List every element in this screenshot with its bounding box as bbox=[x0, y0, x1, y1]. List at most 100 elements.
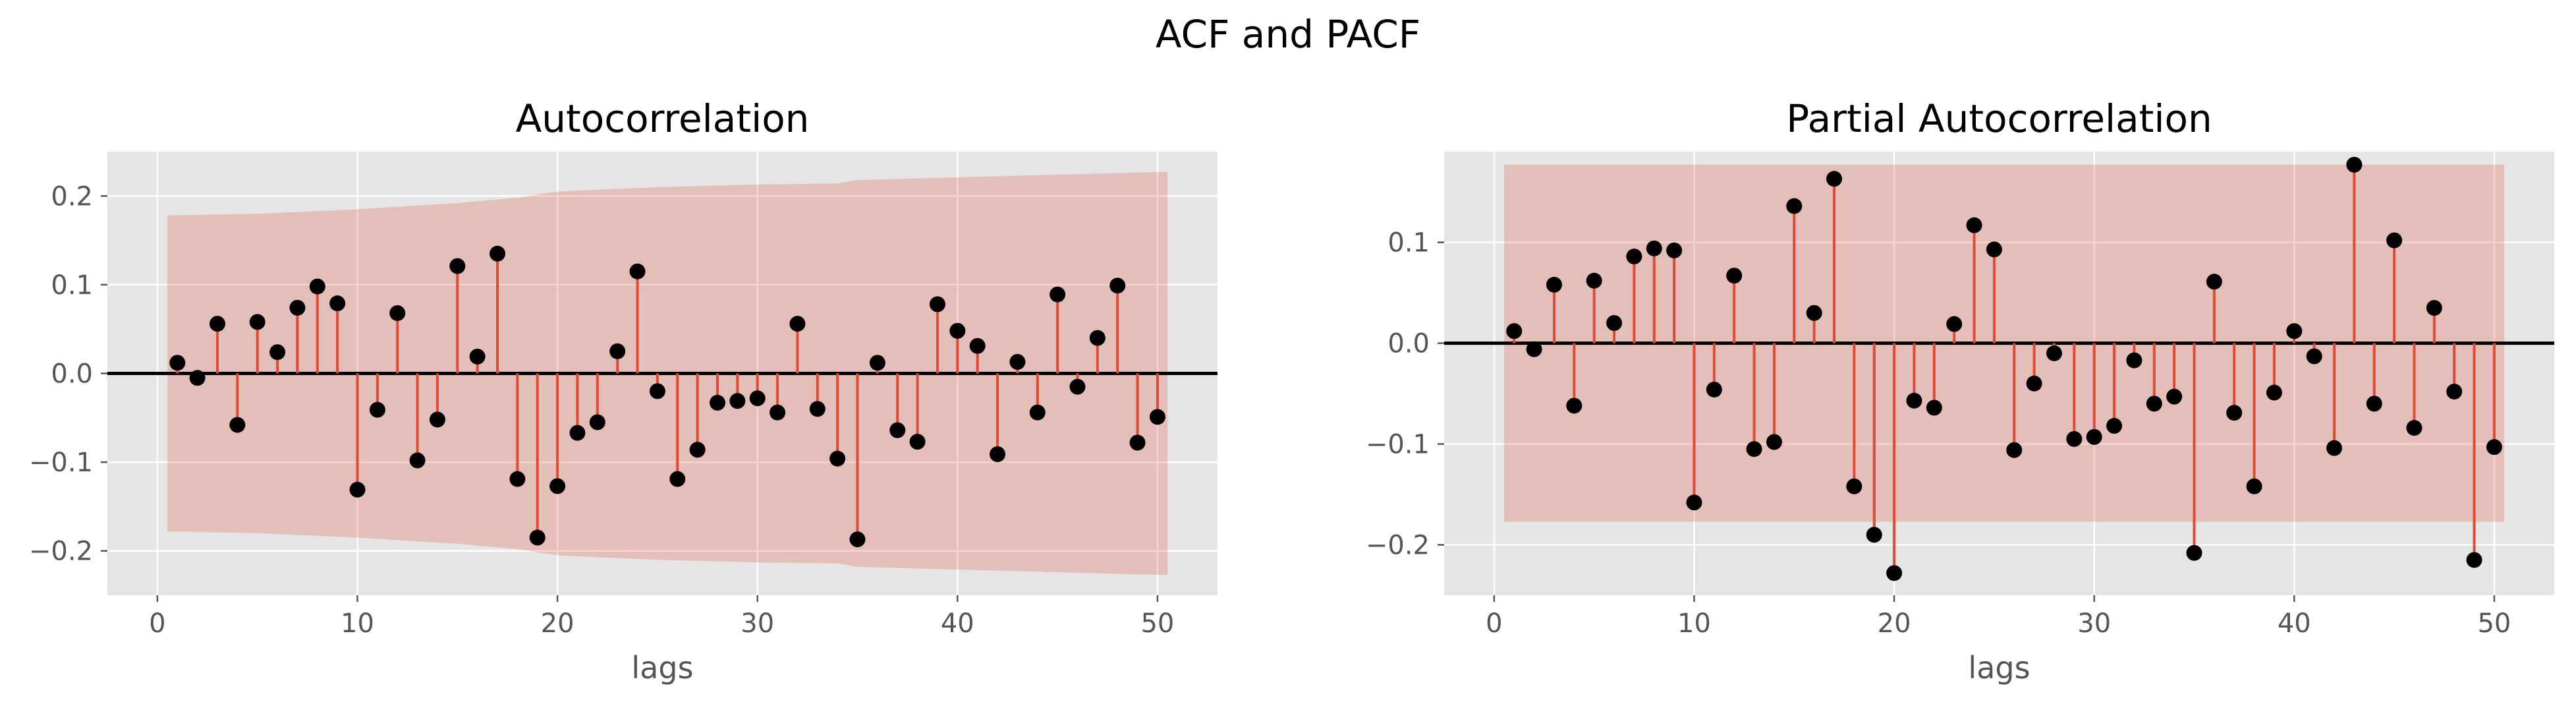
point-lag-34 bbox=[2166, 388, 2183, 405]
point-lag-48 bbox=[1109, 278, 1126, 294]
point-lag-33 bbox=[2146, 396, 2162, 412]
point-lag-35 bbox=[2186, 544, 2202, 561]
point-lag-7 bbox=[289, 299, 306, 316]
point-lag-40 bbox=[949, 322, 966, 339]
point-lag-49 bbox=[1129, 434, 1146, 451]
point-lag-2 bbox=[189, 370, 206, 386]
point-lag-32 bbox=[789, 316, 806, 332]
point-lag-37 bbox=[2226, 405, 2243, 421]
x-tick-label: 30 bbox=[741, 608, 774, 639]
point-lag-29 bbox=[2066, 430, 2083, 447]
x-axis-label: lags bbox=[631, 650, 693, 686]
point-lag-33 bbox=[809, 401, 826, 417]
point-lag-34 bbox=[829, 450, 846, 467]
point-lag-17 bbox=[490, 245, 506, 262]
y-tick-label: 0.1 bbox=[1387, 228, 1430, 258]
point-lag-4 bbox=[229, 417, 246, 433]
y-tick-label: 0.0 bbox=[1387, 329, 1430, 359]
point-lag-9 bbox=[329, 295, 346, 312]
point-lag-43 bbox=[1009, 354, 1026, 370]
x-tick-label: 40 bbox=[941, 608, 974, 639]
point-lag-13 bbox=[1746, 441, 1762, 457]
point-lag-47 bbox=[1089, 330, 1106, 346]
panel-acf: 0 10 20 30 40 50 −0.2 −0.1 0.0 0.1 0.2 Autocorrelat… bbox=[29, 96, 1218, 686]
y-tick-label: 0.0 bbox=[51, 359, 93, 390]
point-lag-25 bbox=[649, 383, 665, 399]
x-tick-label: 10 bbox=[341, 608, 374, 639]
point-lag-7 bbox=[1626, 249, 1642, 265]
point-lag-16 bbox=[1806, 305, 1822, 321]
point-lag-23 bbox=[1946, 316, 1963, 332]
point-lag-18 bbox=[1846, 478, 1862, 494]
y-tick-label: 0.1 bbox=[51, 270, 93, 301]
point-lag-38 bbox=[2246, 478, 2262, 494]
point-lag-12 bbox=[1726, 268, 1743, 284]
point-lag-10 bbox=[1686, 494, 1702, 511]
x-tick-label: 20 bbox=[1878, 608, 1911, 639]
x-tick-label: 50 bbox=[2477, 608, 2511, 639]
point-lag-50 bbox=[2486, 439, 2502, 456]
point-lag-43 bbox=[2346, 156, 2363, 173]
panel-title: Partial Autocorrelation bbox=[1786, 96, 2212, 141]
point-lag-42 bbox=[990, 446, 1006, 462]
point-lag-20 bbox=[1886, 565, 1903, 581]
y-tick-label: −0.1 bbox=[1366, 430, 1430, 460]
point-lag-30 bbox=[2086, 428, 2102, 445]
x-tick-label: 20 bbox=[541, 608, 574, 639]
point-lag-18 bbox=[509, 471, 526, 487]
point-lag-46 bbox=[2406, 420, 2422, 436]
point-lag-38 bbox=[909, 434, 926, 450]
point-lag-40 bbox=[2286, 323, 2303, 339]
point-lag-26 bbox=[669, 471, 686, 487]
point-lag-26 bbox=[2006, 442, 2023, 458]
point-lag-45 bbox=[1050, 286, 1066, 303]
point-lag-19 bbox=[529, 529, 546, 546]
point-lag-47 bbox=[2426, 300, 2442, 316]
x-tick-label: 0 bbox=[149, 608, 165, 639]
point-lag-5 bbox=[249, 314, 266, 330]
point-lag-2 bbox=[1526, 341, 1542, 357]
x-tick-label: 30 bbox=[2077, 608, 2111, 639]
point-lag-11 bbox=[1706, 381, 1722, 397]
point-lag-10 bbox=[349, 481, 366, 498]
point-lag-32 bbox=[2126, 352, 2142, 368]
point-lag-5 bbox=[1586, 272, 1602, 289]
point-lag-46 bbox=[1069, 378, 1086, 395]
point-lag-24 bbox=[629, 263, 646, 279]
point-lag-24 bbox=[1966, 217, 1982, 233]
point-lag-30 bbox=[749, 390, 766, 407]
point-lag-15 bbox=[449, 258, 466, 274]
point-lag-37 bbox=[889, 422, 906, 438]
point-lag-8 bbox=[309, 278, 325, 295]
y-tick-label: 0.2 bbox=[51, 181, 93, 212]
point-lag-8 bbox=[1646, 240, 1662, 256]
point-lag-35 bbox=[849, 531, 866, 548]
y-tick-label: −0.2 bbox=[1366, 531, 1430, 561]
point-lag-6 bbox=[1606, 315, 1623, 332]
point-lag-16 bbox=[469, 348, 486, 365]
point-lag-17 bbox=[1826, 171, 1843, 187]
point-lag-1 bbox=[1506, 323, 1523, 339]
x-tick-label: 50 bbox=[1140, 608, 1174, 639]
point-lag-22 bbox=[1926, 399, 1942, 416]
point-lag-41 bbox=[2306, 348, 2322, 365]
point-lag-23 bbox=[609, 343, 626, 359]
y-tick-label: −0.1 bbox=[29, 448, 93, 478]
panel-title: Autocorrelation bbox=[516, 96, 810, 141]
point-lag-14 bbox=[429, 411, 445, 428]
x-tick-label: 10 bbox=[1677, 608, 1711, 639]
point-lag-29 bbox=[729, 393, 746, 409]
point-lag-48 bbox=[2446, 384, 2463, 400]
point-lag-25 bbox=[1986, 241, 2002, 258]
point-lag-31 bbox=[770, 404, 786, 421]
point-lag-49 bbox=[2466, 552, 2482, 568]
x-axis-label: lags bbox=[1968, 650, 2030, 686]
point-lag-15 bbox=[1786, 198, 1803, 214]
point-lag-11 bbox=[369, 401, 385, 418]
x-tick-label: 40 bbox=[2278, 608, 2311, 639]
point-lag-22 bbox=[589, 414, 605, 430]
point-lag-9 bbox=[1666, 242, 1683, 258]
x-tick-label: 0 bbox=[1486, 608, 1502, 639]
